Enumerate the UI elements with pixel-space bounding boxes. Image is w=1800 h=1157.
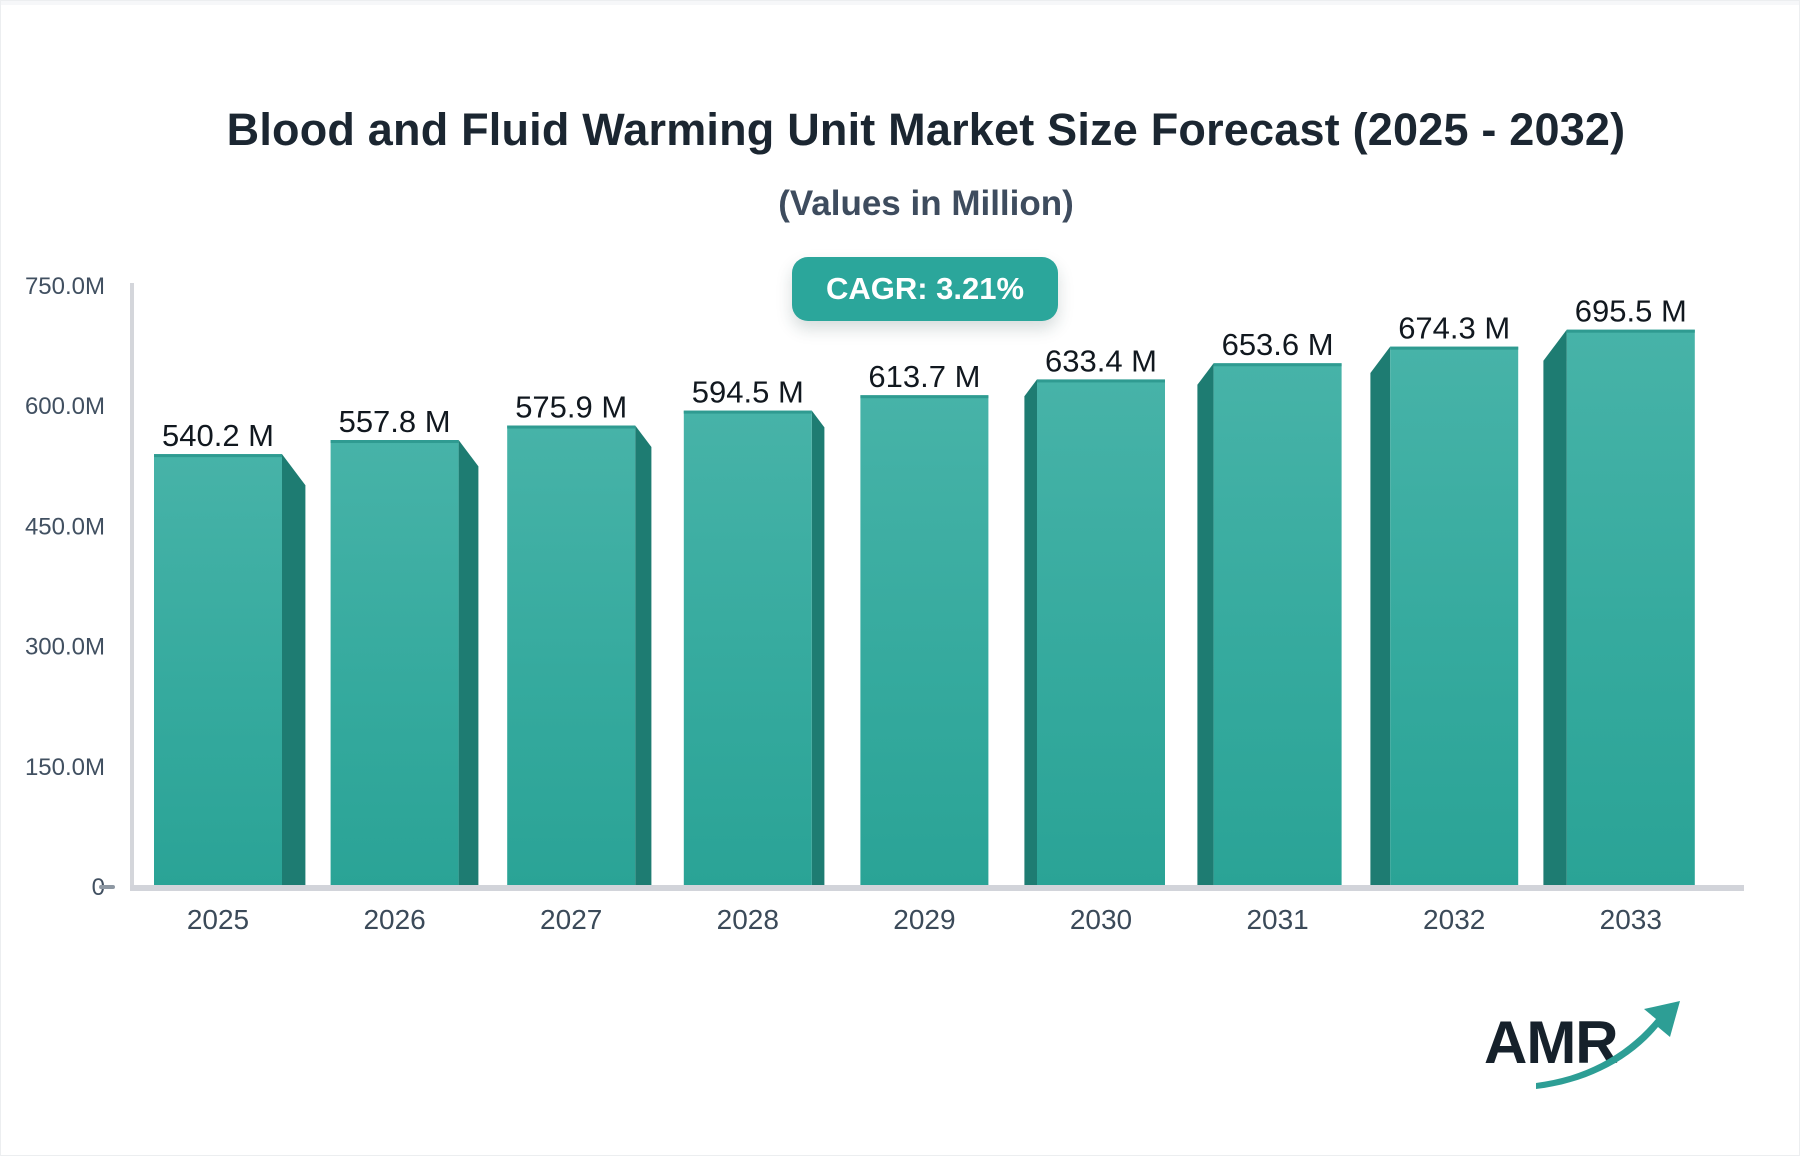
bar-side-shade	[1370, 346, 1391, 890]
y-tick-label: 300.0M	[25, 634, 105, 661]
x-tick-label: 2026	[363, 904, 425, 935]
x-tick-label: 2031	[1246, 904, 1308, 935]
y-axis-line	[130, 283, 134, 890]
x-tick-label: 2033	[1600, 904, 1662, 935]
cagr-badge: CAGR: 3.21%	[792, 257, 1058, 321]
x-tick-label: 2030	[1070, 904, 1132, 935]
bar-2028: 594.5 M 2028	[683, 375, 825, 935]
bar-2027: 575.9 M 2027	[507, 390, 652, 935]
bar-value-label: 633.4 M	[1045, 343, 1157, 378]
bar-side-shade	[1024, 379, 1037, 889]
chart-title: Blood and Fluid Warming Unit Market Size…	[226, 104, 1626, 155]
x-tick-label: 2025	[187, 904, 249, 935]
bar-top-edge	[154, 454, 282, 458]
y-tick-label: 750.0M	[25, 273, 105, 300]
y-tick-label: 450.0M	[25, 513, 105, 540]
bar-value-label: 674.3 M	[1398, 311, 1510, 346]
page-top-edge	[1, 1, 1799, 5]
bar-face	[683, 410, 812, 889]
bar-value-label: 540.2 M	[162, 418, 274, 453]
bar-value-label: 575.9 M	[515, 390, 627, 425]
y-tick-label: 600.0M	[25, 393, 105, 420]
bar-value-label: 613.7 M	[868, 359, 980, 394]
bar-side-shade	[811, 410, 825, 889]
bar-face	[154, 454, 282, 889]
bar-top-edge	[1390, 346, 1519, 350]
bar-2031: 653.6 M 2031	[1197, 327, 1342, 935]
bar-side-shade	[282, 454, 306, 889]
bar-top-edge	[1213, 363, 1342, 367]
y-tick-label: 150.0M	[25, 754, 105, 781]
bar-face	[860, 395, 989, 889]
growth-arrow-icon	[1536, 1001, 1680, 1089]
bar-side-shade	[458, 440, 479, 889]
chart-subtitle: (Values in Million)	[778, 184, 1074, 223]
bar-side-shade	[1543, 329, 1567, 889]
bar-value-label: 557.8 M	[339, 404, 451, 439]
amr-logo-text: AMR	[1484, 1009, 1619, 1076]
bar-2033: 695.5 M 2033	[1543, 294, 1695, 935]
bar-face	[1037, 379, 1165, 889]
bar-value-label: 695.5 M	[1575, 294, 1687, 329]
bar-2025: 540.2 M 2025	[154, 418, 306, 935]
zero-tick-dash	[99, 885, 115, 889]
bar-value-label: 594.5 M	[692, 375, 804, 410]
x-axis-baseline	[130, 885, 1744, 891]
bar-side-shade	[635, 425, 652, 889]
bar-face	[1566, 329, 1695, 889]
bar-face	[1390, 346, 1519, 890]
x-tick-label: 2029	[893, 904, 955, 935]
chart-header: Blood and Fluid Warming Unit Market Size…	[53, 104, 1799, 224]
bar-top-edge	[330, 440, 459, 444]
bar-face	[1213, 363, 1342, 889]
bar-side-shade	[1197, 363, 1214, 889]
bar-2029: 613.7 M 2029	[860, 359, 989, 935]
bar-2030: 633.4 M 2030	[1024, 343, 1165, 935]
y-tick-label: 0	[92, 874, 105, 901]
bar-top-edge	[860, 395, 989, 399]
bar-2026: 557.8 M 2026	[330, 404, 479, 935]
x-tick-label: 2032	[1423, 904, 1485, 935]
bar-top-edge	[683, 410, 812, 414]
bar-face	[507, 425, 636, 889]
bar-top-edge	[507, 425, 636, 429]
bar-2032: 674.3 M 2032	[1370, 311, 1519, 935]
bar-top-edge	[1566, 329, 1695, 333]
bar-face	[330, 440, 459, 889]
x-tick-label: 2028	[717, 904, 779, 935]
amr-logo: AMR	[1484, 995, 1694, 1095]
bar-top-edge	[1037, 379, 1165, 383]
x-tick-label: 2027	[540, 904, 602, 935]
bar-value-label: 653.6 M	[1222, 327, 1334, 362]
